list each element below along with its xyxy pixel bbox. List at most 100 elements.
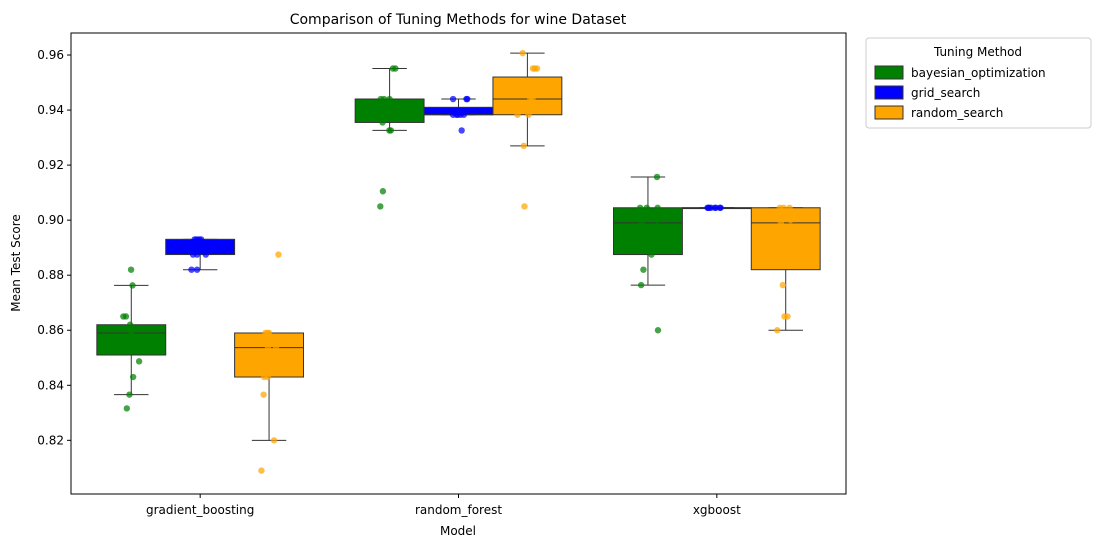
data-point [514,111,521,118]
data-point [643,230,650,238]
chart-title: Comparison of Tuning Methods for wine Da… [290,12,627,28]
data-point [135,358,143,365]
y-axis: 0.82 0.84 0.86 0.88 0.90 0.92 0.94 0.96 [37,48,71,447]
y-tick-label: 0.94 [37,103,64,117]
data-point [636,204,644,211]
x-tick-label: gradient_boosting [146,503,254,517]
data-point [128,329,135,337]
legend-label: random_search [911,106,1003,120]
data-point [264,344,272,351]
y-tick-label: 0.96 [37,48,64,62]
y-tick-label: 0.82 [37,433,64,447]
data-point [265,329,273,337]
data-point [786,204,793,211]
data-point [386,95,393,103]
plot-frame [70,32,847,495]
x-axis-label: Model [440,524,476,538]
y-tick-label: 0.86 [37,323,64,337]
data-point [520,142,527,150]
data-point [711,204,719,211]
plot-area [96,52,821,441]
box-body [750,207,821,271]
legend-title: Tuning Method [933,45,1022,59]
data-point [453,111,460,118]
data-point [531,80,539,88]
data-point [379,119,386,126]
box-random_search-xgboost [750,207,821,331]
legend-swatch [874,105,904,120]
data-point [122,313,130,320]
data-point [272,344,280,351]
y-tick-label: 0.92 [37,158,64,172]
data-point [521,203,528,210]
y-tick-label: 0.84 [37,378,64,392]
data-point [126,321,134,328]
box-random_search-random_forest [492,52,563,147]
data-point [260,373,268,381]
data-point [533,65,541,72]
data-point [527,95,534,103]
data-point [188,266,195,273]
data-point [270,437,278,444]
data-point [704,204,711,211]
data-point [377,203,384,210]
data-point [197,236,205,243]
data-point [653,173,661,181]
data-point [202,251,210,258]
data-point [654,216,661,224]
data-point [654,204,661,211]
data-point [643,204,650,211]
data-point [127,266,135,273]
legend-label: grid_search [911,86,980,100]
data-point [781,313,788,320]
data-point [129,373,137,381]
data-point [386,127,393,134]
x-tick-label: random_forest [415,503,502,517]
data-point [460,111,468,118]
x-axis: gradient_boosting random_forest xgboost [146,494,741,517]
legend-swatch [874,65,904,80]
x-tick-label: xgboost [693,503,741,517]
data-point [458,127,465,134]
data-point [258,467,265,474]
data-point [449,95,457,103]
legend-label: bayesian_optimization [911,66,1046,80]
data-point [389,106,397,114]
data-point [193,266,201,273]
data-point [787,216,794,224]
legend-frame [865,37,1092,129]
data-point [777,219,785,227]
data-point [525,111,532,118]
data-point [380,95,388,103]
data-point [654,327,662,334]
data-point [645,244,653,251]
data-point [780,204,787,211]
data-point [193,251,201,258]
data-point [126,391,133,398]
data-point [791,251,799,258]
y-tick-label: 0.88 [37,268,64,282]
data-point [264,338,271,345]
legend: Tuning Method bayesian_optimization grid_… [865,37,1092,129]
data-point [389,65,397,72]
data-point [640,266,647,273]
data-point [648,251,655,258]
box-bayesian_optimization-xgboost [613,176,683,286]
data-point [193,236,200,243]
data-point [519,49,526,57]
data-point [716,204,724,211]
box-body [354,98,425,123]
data-point [774,327,781,334]
y-axis-label: Mean Test Score [9,214,23,312]
legend-swatch [874,85,904,100]
data-point [463,95,470,103]
data-point [260,391,267,398]
box-body [492,76,563,116]
box-body [96,324,167,356]
data-point [779,281,787,289]
data-point [129,282,136,289]
data-point [119,338,126,345]
data-point [772,251,779,258]
data-point [123,405,131,412]
